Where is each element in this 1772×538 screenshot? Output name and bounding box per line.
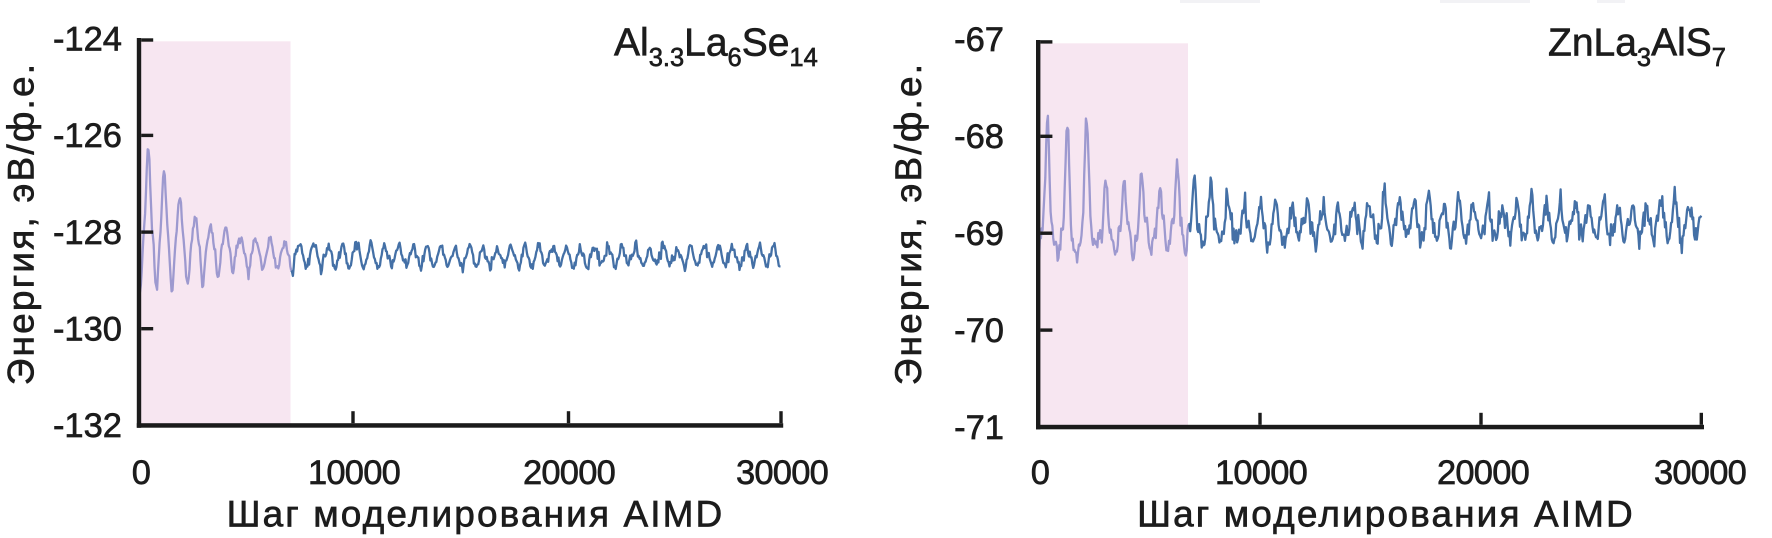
- svg-text:-128: -128: [53, 214, 122, 252]
- svg-text:-132: -132: [53, 407, 122, 445]
- svg-text:-124: -124: [53, 21, 122, 59]
- svg-text:30000: 30000: [1654, 454, 1746, 492]
- svg-text:-68: -68: [954, 118, 1004, 156]
- svg-text:Энергия, эВ/ф.е.: Энергия, эВ/ф.е.: [1, 62, 42, 386]
- svg-text:20000: 20000: [523, 454, 615, 492]
- svg-text:20000: 20000: [1437, 454, 1529, 492]
- svg-text:Al3.3La6Se14: Al3.3La6Se14: [614, 21, 818, 72]
- svg-text:Шаг моделирования AIMD: Шаг моделирования AIMD: [1137, 494, 1635, 535]
- svg-text:-130: -130: [53, 311, 122, 349]
- svg-text:-69: -69: [954, 215, 1004, 253]
- svg-text:30000: 30000: [736, 454, 828, 492]
- svg-text:0: 0: [132, 454, 150, 492]
- svg-text:0: 0: [1031, 454, 1049, 492]
- svg-text:-70: -70: [954, 312, 1004, 350]
- svg-text:10000: 10000: [308, 454, 400, 492]
- svg-text:Энергия, эВ/ф.е.: Энергия, эВ/ф.е.: [888, 62, 929, 386]
- svg-text:Шаг моделирования AIMD: Шаг моделирования AIMD: [227, 494, 725, 535]
- svg-text:-126: -126: [53, 117, 122, 155]
- svg-text:-71: -71: [954, 409, 1004, 447]
- svg-text:10000: 10000: [1215, 454, 1307, 492]
- svg-text:-67: -67: [954, 21, 1004, 59]
